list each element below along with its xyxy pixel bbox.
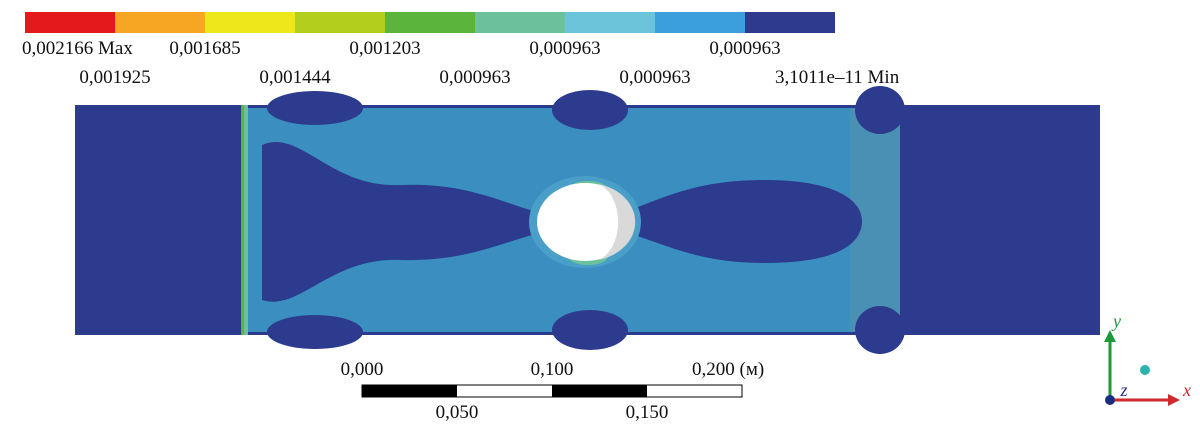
legend-swatch: [655, 12, 745, 33]
contour-line: [244, 105, 248, 335]
z-axis-label: z: [1119, 380, 1127, 400]
legend-swatch: [475, 12, 565, 33]
arrow-head: [1168, 394, 1180, 406]
y-axis-label: y: [1111, 311, 1121, 331]
contour-zone: [855, 86, 905, 134]
scale-bar-segment: [362, 385, 457, 397]
scale-label: 0,000: [341, 359, 384, 380]
legend-swatch: [25, 12, 115, 33]
contour-zone: [552, 310, 628, 350]
contour-line: [241, 105, 244, 335]
arrow-head: [1104, 330, 1116, 342]
view-marker: [1140, 365, 1150, 375]
color-legend: 0,002166 Max 0,001925 0,001685 0,001444 0,00…: [22, 12, 900, 88]
legend-swatch: [385, 12, 475, 33]
contour-zone: [262, 141, 545, 302]
legend-swatch: [745, 12, 835, 33]
legend-label: 0,000963: [439, 67, 510, 88]
scale-label: 0,100: [531, 359, 574, 380]
legend-label: 0,001685: [169, 38, 240, 59]
scale-bar: 0,000 0,050 0,100 0,150 0,200 (м): [341, 359, 765, 423]
contour-zone: [855, 306, 905, 354]
legend-swatch: [565, 12, 655, 33]
contour-zone: [267, 315, 363, 349]
legend-label: 0,000963: [619, 67, 690, 88]
legend-swatch: [205, 12, 295, 33]
legend-label: 0,000963: [709, 38, 780, 59]
legend-swatch: [295, 12, 385, 33]
axis-triad: y x z: [1104, 311, 1191, 406]
legend-label: 0,000963: [529, 38, 600, 59]
legend-label: 0,001925: [79, 67, 150, 88]
legend-swatch: [115, 12, 205, 33]
legend-label: 3,1011e–11 Min: [775, 67, 900, 88]
z-axis-dot: [1105, 395, 1115, 405]
scale-bar-segment: [552, 385, 647, 397]
legend-label: 0,002166 Max: [22, 38, 133, 59]
legend-label: 0,001444: [259, 67, 331, 88]
hole-shade: [598, 184, 636, 260]
contour-zone: [552, 90, 628, 130]
contour-zone: [267, 91, 363, 125]
model-plate: [75, 86, 1100, 354]
contour-zone: [625, 180, 862, 263]
scale-label: 0,200 (м): [692, 359, 764, 380]
legend-label: 0,001203: [349, 38, 420, 59]
scale-label: 0,150: [626, 402, 669, 423]
hole: [537, 183, 633, 261]
scale-label: 0,050: [436, 402, 479, 423]
x-axis-label: x: [1182, 380, 1191, 400]
